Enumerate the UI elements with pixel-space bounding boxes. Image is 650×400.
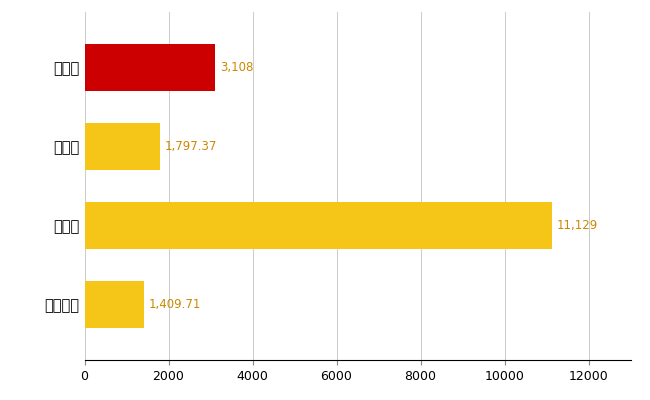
Bar: [84, 44, 215, 91]
Text: 11,129: 11,129: [557, 219, 598, 232]
Text: 3,108: 3,108: [220, 61, 254, 74]
Bar: [84, 123, 160, 170]
Bar: [84, 202, 552, 249]
Text: 1,797.37: 1,797.37: [165, 140, 217, 153]
Bar: [84, 281, 144, 328]
Text: 1,409.71: 1,409.71: [149, 298, 201, 311]
